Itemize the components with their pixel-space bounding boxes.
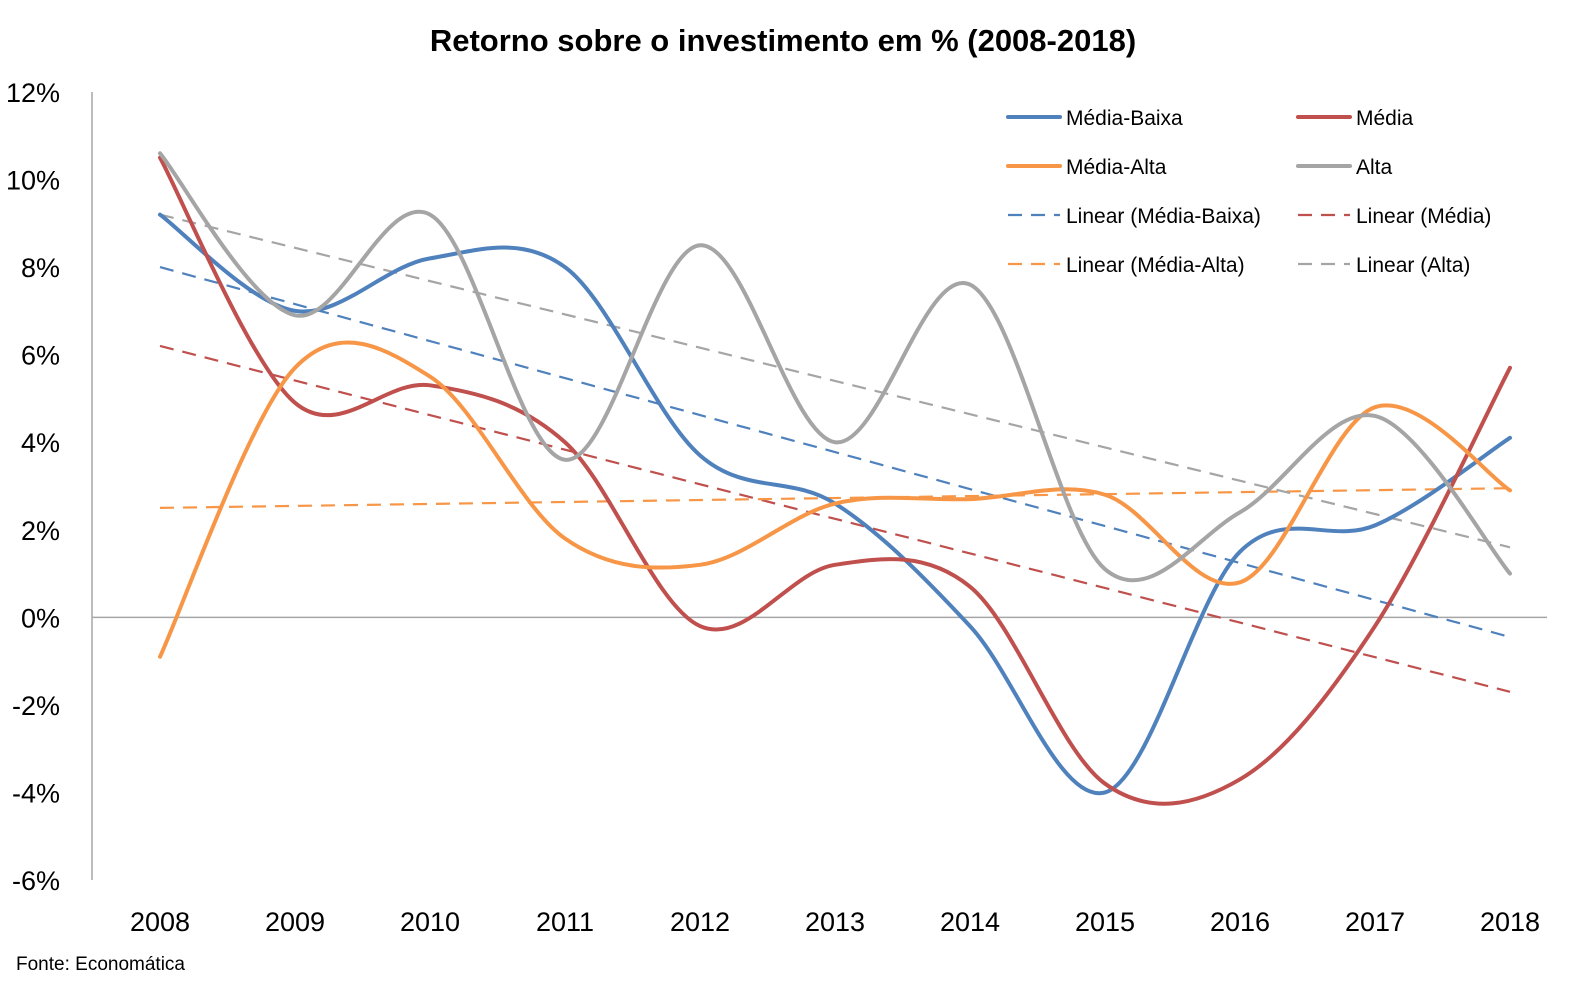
- chart-title: Retorno sobre o investimento em % (2008-…: [430, 23, 1136, 58]
- x-tick-label: 2012: [670, 907, 730, 937]
- legend: Média-Baixa Média Média-Alta Alta Linear (Mé…: [1006, 107, 1491, 277]
- x-tick-label: 2013: [805, 907, 865, 937]
- legend-item: Média-Alta: [1006, 156, 1167, 179]
- y-tick-label: 0%: [21, 603, 60, 633]
- trendline-linear-m-dia-alta: [159, 487, 1511, 509]
- y-tick-label: 4%: [21, 428, 60, 458]
- series-line-alta: [158, 151, 1512, 583]
- axes: -6% -4% -2% 0% 2% 4% 6% 8% 10% 12% 2008 2009 2010 201…: [6, 78, 1547, 937]
- series-lines: [158, 151, 1512, 806]
- legend-item: Média: [1296, 107, 1414, 130]
- source-note: Fonte: Economática: [16, 954, 185, 975]
- legend-item: Linear (Média): [1298, 205, 1491, 228]
- legend-label: Linear (Média-Baixa): [1066, 205, 1261, 228]
- legend-label: Linear (Média): [1356, 205, 1491, 228]
- y-tick-label: -2%: [12, 691, 60, 721]
- x-tick-label: 2015: [1075, 907, 1135, 937]
- legend-label: Média-Baixa: [1066, 107, 1183, 130]
- trendline-linear-alta: [159, 213, 1511, 549]
- series-line-m-dia-alta: [158, 340, 1512, 659]
- legend-item: Média-Baixa: [1006, 107, 1183, 130]
- legend-label: Linear (Alta): [1356, 254, 1470, 277]
- series-line-m-dia-baixa: [158, 212, 1512, 796]
- x-tick-label: 2014: [940, 907, 1000, 937]
- y-tick-label: -4%: [12, 778, 60, 808]
- legend-item: Linear (Alta): [1298, 254, 1470, 277]
- x-tick-label: 2009: [265, 907, 325, 937]
- series-line-m-dia: [158, 155, 1512, 806]
- legend-label: Média-Alta: [1066, 156, 1167, 179]
- trendlines: [159, 213, 1511, 693]
- legend-item: Linear (Média-Alta): [1008, 254, 1245, 277]
- y-tick-label: 12%: [6, 78, 60, 108]
- x-tick-label: 2010: [400, 907, 460, 937]
- x-tick-label: 2011: [536, 907, 594, 937]
- y-tick-label: 8%: [21, 253, 60, 283]
- trendline-linear-m-dia-baixa: [159, 266, 1511, 639]
- legend-label: Média: [1356, 107, 1414, 130]
- legend-item: Alta: [1296, 156, 1393, 179]
- x-tick-label: 2017: [1345, 907, 1405, 937]
- x-tick-label: 2016: [1210, 907, 1270, 937]
- legend-label: Linear (Média-Alta): [1066, 254, 1245, 277]
- y-tick-label: 10%: [6, 166, 60, 196]
- trendline-linear-m-dia: [159, 344, 1511, 693]
- legend-item: Linear (Média-Baixa): [1008, 205, 1261, 228]
- x-tick-label: 2018: [1480, 907, 1540, 937]
- legend-label: Alta: [1356, 156, 1393, 179]
- y-tick-label: 6%: [21, 341, 60, 371]
- y-tick-label: -6%: [12, 866, 60, 896]
- x-tick-label: 2008: [130, 907, 190, 937]
- y-tick-label: 2%: [21, 516, 60, 546]
